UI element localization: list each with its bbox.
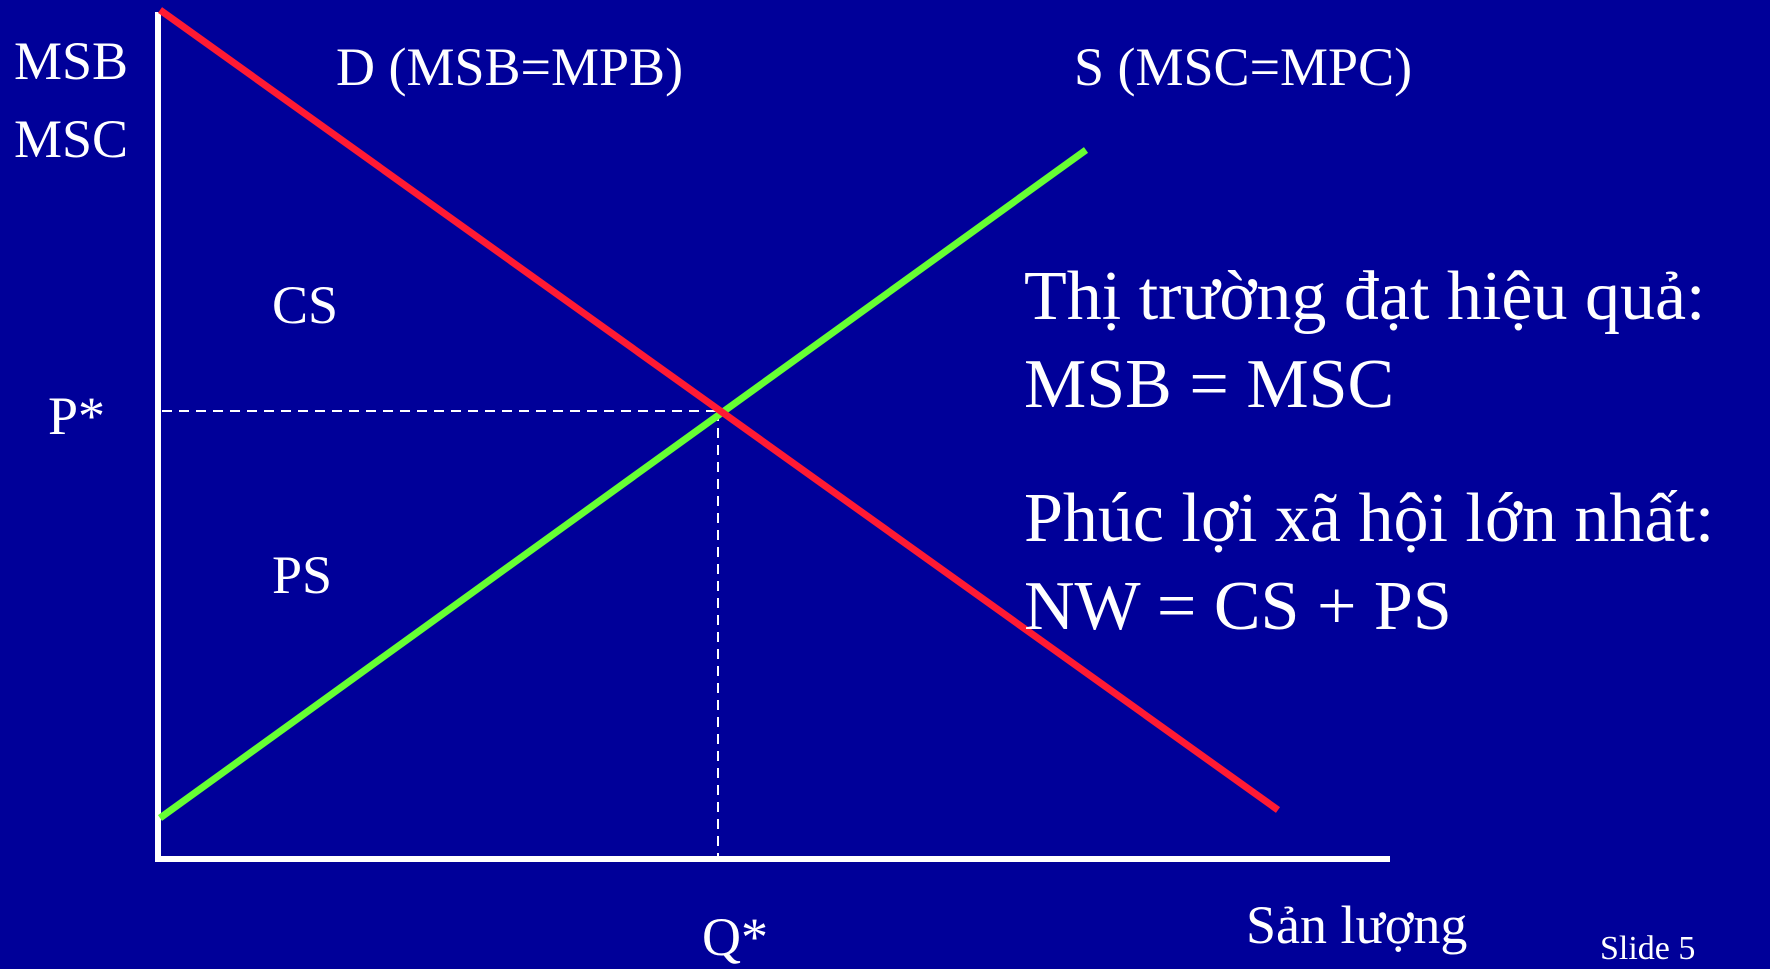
supply-curve-label: S (MSC=MPC) — [1074, 37, 1413, 97]
y-axis-label-msb: MSB — [14, 31, 129, 91]
y-axis-label-msc: MSC — [14, 109, 129, 169]
welfare-formula: NW = CS + PS — [1024, 568, 1452, 645]
producer-surplus-label: PS — [272, 545, 333, 605]
x-axis-label: Sản lượng — [1246, 895, 1468, 955]
demand-curve — [157, 7, 1281, 813]
efficiency-note: Thị trường đạt hiệu quả: — [1024, 258, 1706, 335]
slide-number: Slide 5 — [1600, 930, 1696, 967]
welfare-note: Phúc lợi xã hội lớn nhất: — [1024, 480, 1715, 557]
consumer-surplus-label: CS — [272, 275, 339, 335]
demand-curve-label: D (MSB=MPB) — [336, 37, 684, 97]
supply-curve — [157, 147, 1089, 821]
equilibrium-quantity-label: Q* — [702, 907, 768, 967]
equilibrium-price-label: P* — [48, 386, 106, 446]
efficiency-condition: MSB = MSC — [1024, 346, 1395, 423]
